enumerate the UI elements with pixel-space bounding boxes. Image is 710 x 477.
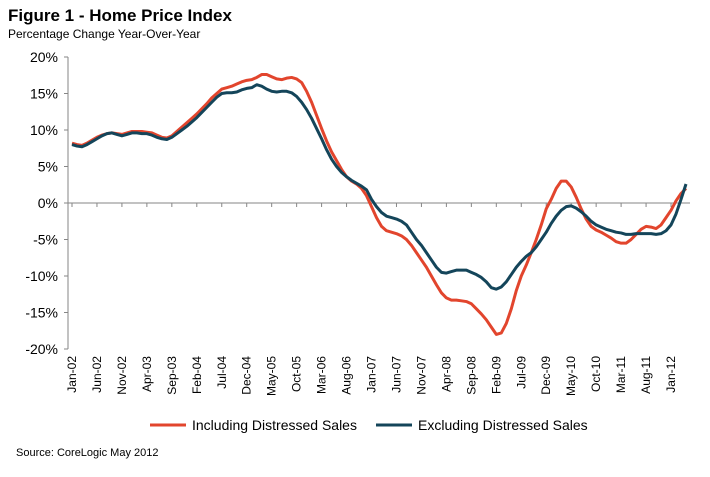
x-tick-label: Jul-09 <box>514 356 528 389</box>
legend-label: Excluding Distressed Sales <box>418 417 588 433</box>
x-tick-label: Jan-07 <box>365 356 379 393</box>
x-tick-label: Aug-06 <box>340 356 354 395</box>
chart-title: Figure 1 - Home Price Index <box>8 6 232 25</box>
y-tick-label: 5% <box>38 159 58 175</box>
y-tick-label: 10% <box>30 122 58 138</box>
chart-subtitle: Percentage Change Year-Over-Year <box>8 27 200 41</box>
x-tick-label: Sep-08 <box>464 356 478 395</box>
x-tick-label: May-05 <box>265 356 279 396</box>
series-line <box>71 73 688 336</box>
x-tick-label: Jun-02 <box>90 356 104 393</box>
x-tick-label: Oct-10 <box>589 356 603 392</box>
y-tick-label: 0% <box>38 195 58 211</box>
legend-label: Including Distressed Sales <box>192 417 357 433</box>
x-tick-label: Mar-06 <box>315 356 329 394</box>
x-tick-label: Nov-07 <box>414 356 428 395</box>
x-tick-label: Feb-09 <box>489 356 503 394</box>
x-tick-label: Apr-08 <box>439 356 453 392</box>
x-tick-label: Jan-12 <box>664 356 678 393</box>
y-tick-label: 15% <box>30 86 58 102</box>
x-tick-label: Jun-07 <box>389 356 403 393</box>
y-tick-label: -20% <box>25 341 58 357</box>
y-tick-label: -15% <box>25 305 58 321</box>
x-tick-label: Nov-02 <box>115 356 129 395</box>
x-tick-label: Jul-04 <box>215 356 229 389</box>
source-note: Source: CoreLogic May 2012 <box>16 447 158 459</box>
x-tick-label: Dec-09 <box>539 356 553 395</box>
y-tick-label: -5% <box>33 232 58 248</box>
x-tick-label: Feb-04 <box>190 356 204 394</box>
x-tick-label: Dec-04 <box>240 356 254 395</box>
x-tick-label: Sep-03 <box>165 356 179 395</box>
x-tick-label: Oct-05 <box>290 356 304 392</box>
x-tick-label: May-10 <box>564 356 578 396</box>
x-tick-label: Apr-03 <box>140 356 154 392</box>
y-tick-label: -10% <box>25 268 58 284</box>
x-tick-label: Aug-11 <box>639 356 653 394</box>
series-line <box>71 83 688 291</box>
x-tick-label: Mar-11 <box>614 356 628 393</box>
x-tick-label: Jan-02 <box>65 356 79 393</box>
y-tick-label: 20% <box>30 49 58 65</box>
